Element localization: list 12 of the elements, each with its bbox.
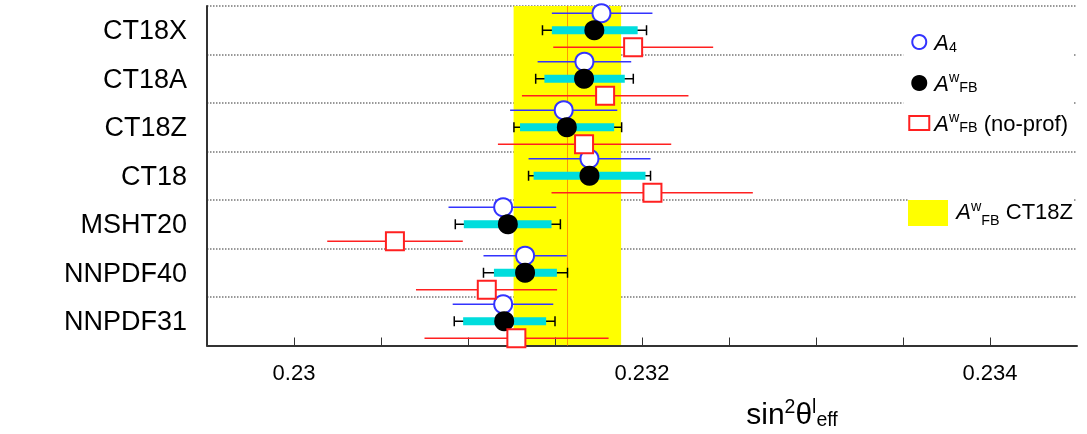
x-tick-label: 0.23: [272, 360, 316, 385]
y-tick-label: CT18Z: [104, 112, 187, 143]
x-tick-label: 0.234: [962, 360, 1018, 385]
legend-label: A4: [932, 29, 957, 55]
y-tick-label: CT18: [120, 160, 187, 191]
y-tick-label: NNPDF31: [63, 306, 187, 337]
annotation: A$^{w}$$_{FB}$ CT18Z: [956, 198, 1073, 228]
y-tick-label: MSHT20: [80, 209, 187, 240]
y-tick-label: CT18A: [102, 63, 187, 94]
y-tick-label: CT18X: [102, 15, 187, 46]
x-tick-label: 0.232: [614, 360, 670, 385]
y-tick-label: NNPDF40: [63, 257, 187, 288]
